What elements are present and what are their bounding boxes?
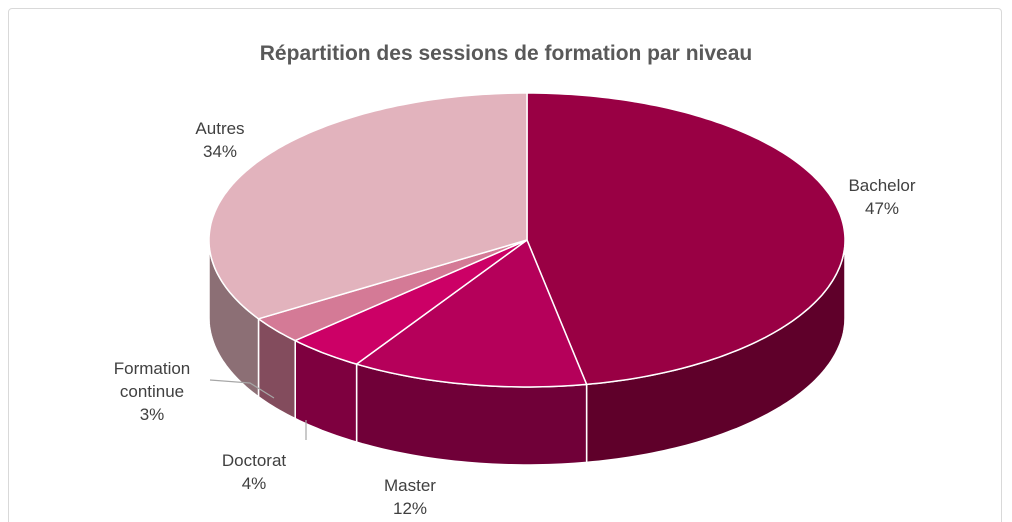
slice <box>526 92 846 386</box>
slice <box>293 239 528 365</box>
data-label-value: 47% <box>864 199 900 218</box>
data-label-value: 12% <box>392 499 428 518</box>
data-label-name: Bachelor <box>848 176 916 195</box>
chart-frame <box>8 8 1002 522</box>
data-label-value: 34% <box>202 142 238 161</box>
data-label: Autres 34% <box>160 117 280 163</box>
data-label: Formation continue 3% <box>92 357 212 426</box>
slice <box>208 92 528 320</box>
data-label-value: 4% <box>241 474 267 493</box>
slice <box>256 239 528 342</box>
data-label-name: Master <box>384 476 436 495</box>
data-label: Master 12% <box>350 474 470 520</box>
data-label: Bachelor 47% <box>822 174 942 220</box>
data-label-name: Autres <box>195 119 245 138</box>
data-label: Doctorat 4% <box>194 449 314 495</box>
data-label-value: 3% <box>139 405 165 424</box>
chart-title: Répartition des sessions de formation pa… <box>259 42 753 65</box>
leader-line <box>209 379 275 399</box>
slice <box>354 238 588 388</box>
data-label-name: Formation continue <box>113 359 191 401</box>
data-label-name: Doctorat <box>221 451 287 470</box>
